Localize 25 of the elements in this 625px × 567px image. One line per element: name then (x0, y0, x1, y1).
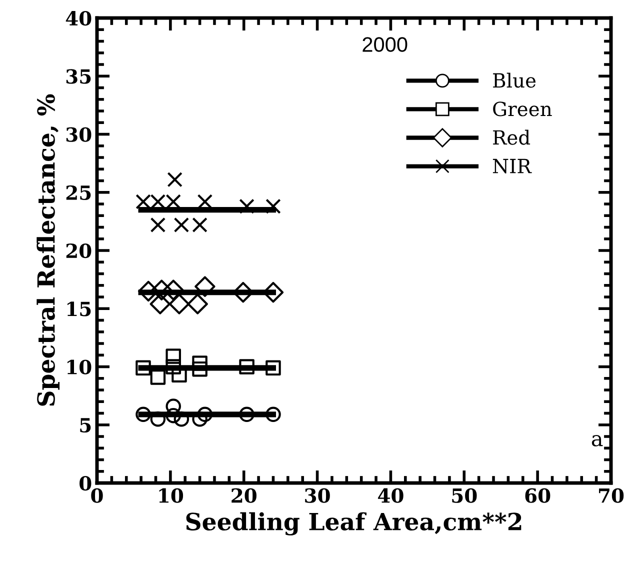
y-tick-label: 25 (66, 185, 91, 200)
y-tick-label: 10 (67, 360, 92, 374)
x-tick-label: 20 (232, 488, 256, 503)
x-tick-label: 60 (525, 488, 550, 503)
y-tick-label: 30 (66, 127, 92, 142)
y-tick-label: 35 (66, 69, 91, 84)
legend-label: Green (493, 102, 552, 116)
x-tick-label: 10 (159, 488, 184, 503)
y-tick-label: 0 (80, 476, 92, 491)
annotation: 2000 (362, 37, 408, 52)
y-tick-label: 5 (80, 418, 91, 433)
x-tick-label: 30 (305, 488, 330, 503)
legend-label: NIR (492, 158, 532, 174)
x-tick-label: 70 (599, 488, 624, 503)
x-axis-title: Seedling Leaf Area,cm**2 (186, 512, 522, 536)
y-tick-label: 40 (66, 10, 92, 26)
y-axis-title: Spectral Reflectance, % (36, 94, 60, 406)
x-tick-label: 0 (91, 488, 103, 503)
x-tick-label: 50 (452, 488, 477, 503)
legend-label: Red (493, 130, 530, 145)
legend-label: Blue (493, 72, 536, 88)
annotation: a (592, 435, 603, 446)
y-tick-label: 20 (66, 243, 92, 258)
x-tick-label: 40 (378, 488, 404, 503)
y-tick-label: 15 (67, 302, 91, 316)
